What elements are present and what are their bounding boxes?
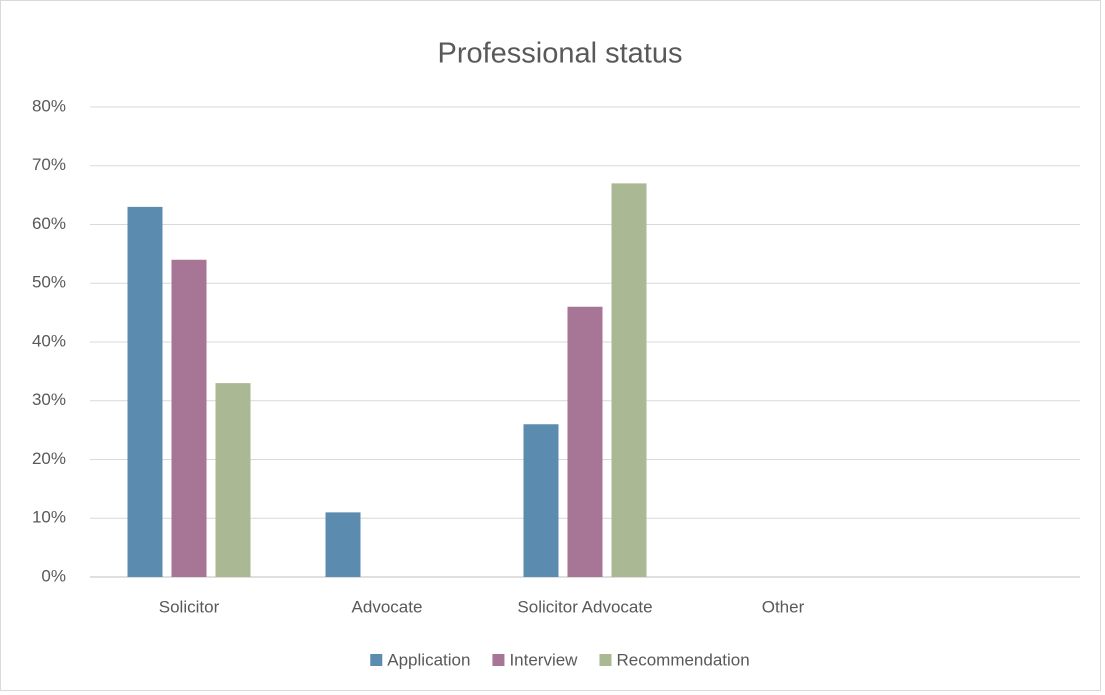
x-tick-label: Other [762,597,805,616]
legend-label: Recommendation [616,650,749,669]
bar [523,424,559,577]
y-tick-label: 70% [32,155,66,174]
bar [171,259,207,577]
y-tick-label: 0% [41,566,66,585]
y-tick-label: 50% [32,273,66,292]
legend-label: Application [387,650,470,669]
legend-swatch [492,654,505,666]
y-tick-label: 80% [32,96,66,115]
x-tick-label: Solicitor [159,597,220,616]
bar [611,183,647,577]
x-tick-label: Solicitor Advocate [517,597,652,616]
y-tick-label: 60% [32,214,66,233]
y-tick-label: 10% [32,508,66,527]
y-tick-label: 20% [32,449,66,468]
x-tick-label: Advocate [352,597,423,616]
bar [127,206,163,577]
y-tick-label: 30% [32,390,66,409]
bar [567,306,603,577]
legend-label: Interview [509,650,578,669]
y-tick-label: 40% [32,331,66,350]
bar [325,512,361,577]
bar [215,383,251,577]
legend-swatch [370,654,383,666]
chart-title: Professional status [437,38,682,70]
legend-swatch [599,654,612,666]
